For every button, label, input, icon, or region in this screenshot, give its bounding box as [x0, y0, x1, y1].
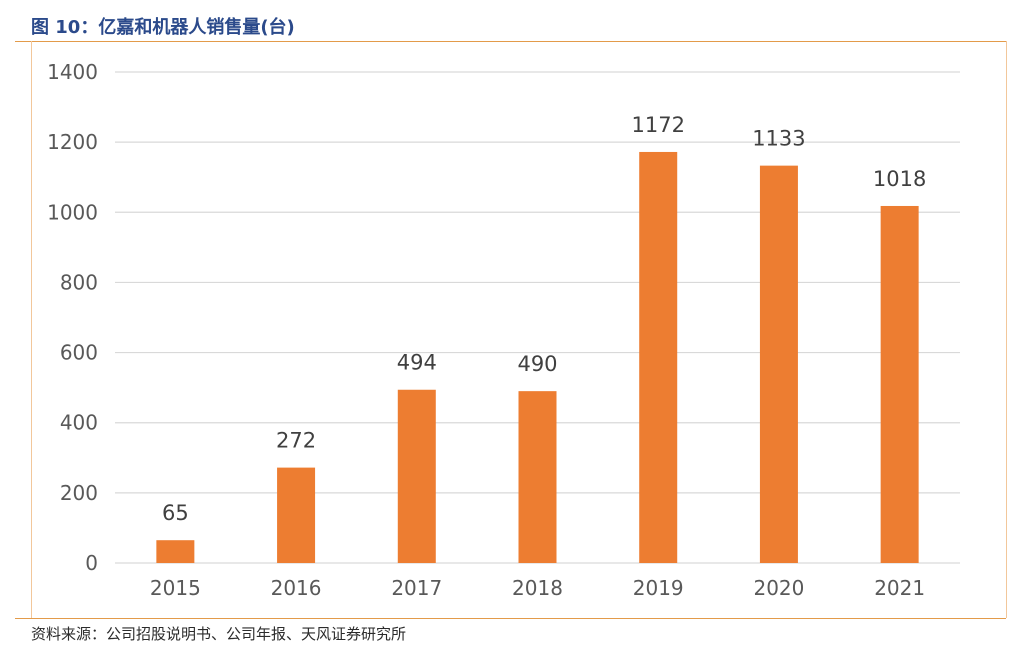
y-tick-label: 1400 — [47, 60, 98, 84]
y-tick-label: 1200 — [47, 130, 98, 154]
x-axis-ticks: 2015 2016 2017 2018 2019 2020 2021 — [150, 576, 925, 600]
data-label-2017: 494 — [397, 351, 437, 375]
x-tick-label-2017: 2017 — [391, 576, 442, 600]
bar-2016 — [277, 467, 316, 563]
x-tick-label-2021: 2021 — [874, 576, 925, 600]
x-tick-label-2018: 2018 — [512, 576, 563, 600]
data-label-2020: 1133 — [752, 127, 805, 151]
y-tick-label: 200 — [60, 481, 98, 505]
bars — [156, 151, 919, 564]
x-tick-label-2015: 2015 — [150, 576, 201, 600]
bottom-rule — [15, 618, 1006, 619]
y-tick-label: 800 — [60, 270, 98, 294]
bar-2015 — [156, 540, 195, 563]
data-label-2016: 272 — [276, 429, 316, 453]
data-label-2019: 1172 — [631, 113, 684, 137]
y-axis-ticks: 0 200 400 600 800 1000 1200 1400 — [47, 60, 98, 575]
data-label-2018: 490 — [517, 352, 557, 376]
y-tick-label: 600 — [60, 341, 98, 365]
x-tick-label-2016: 2016 — [271, 576, 322, 600]
y-tick-label: 0 — [85, 551, 98, 575]
bar-2017 — [397, 389, 436, 563]
data-labels: 65 272 494 490 1172 1133 1018 — [162, 113, 926, 525]
bar-2019 — [639, 151, 678, 563]
bar-2018 — [518, 391, 557, 563]
data-label-2021: 1018 — [873, 167, 926, 191]
frame-right-border — [1006, 41, 1007, 618]
top-rule — [15, 41, 1006, 42]
x-tick-label-2020: 2020 — [753, 576, 804, 600]
y-tick-label: 400 — [60, 411, 98, 435]
frame-left-border — [31, 41, 32, 618]
bar-2021 — [880, 205, 919, 564]
bar-2020 — [759, 165, 798, 563]
x-tick-label-2019: 2019 — [633, 576, 684, 600]
source-note: 资料来源：公司招股说明书、公司年报、天风证券研究所 — [31, 625, 407, 643]
data-label-2015: 65 — [162, 501, 189, 525]
figure-title: 图 10：亿嘉和机器人销售量(台) — [31, 17, 295, 38]
y-tick-label: 1000 — [47, 200, 98, 224]
